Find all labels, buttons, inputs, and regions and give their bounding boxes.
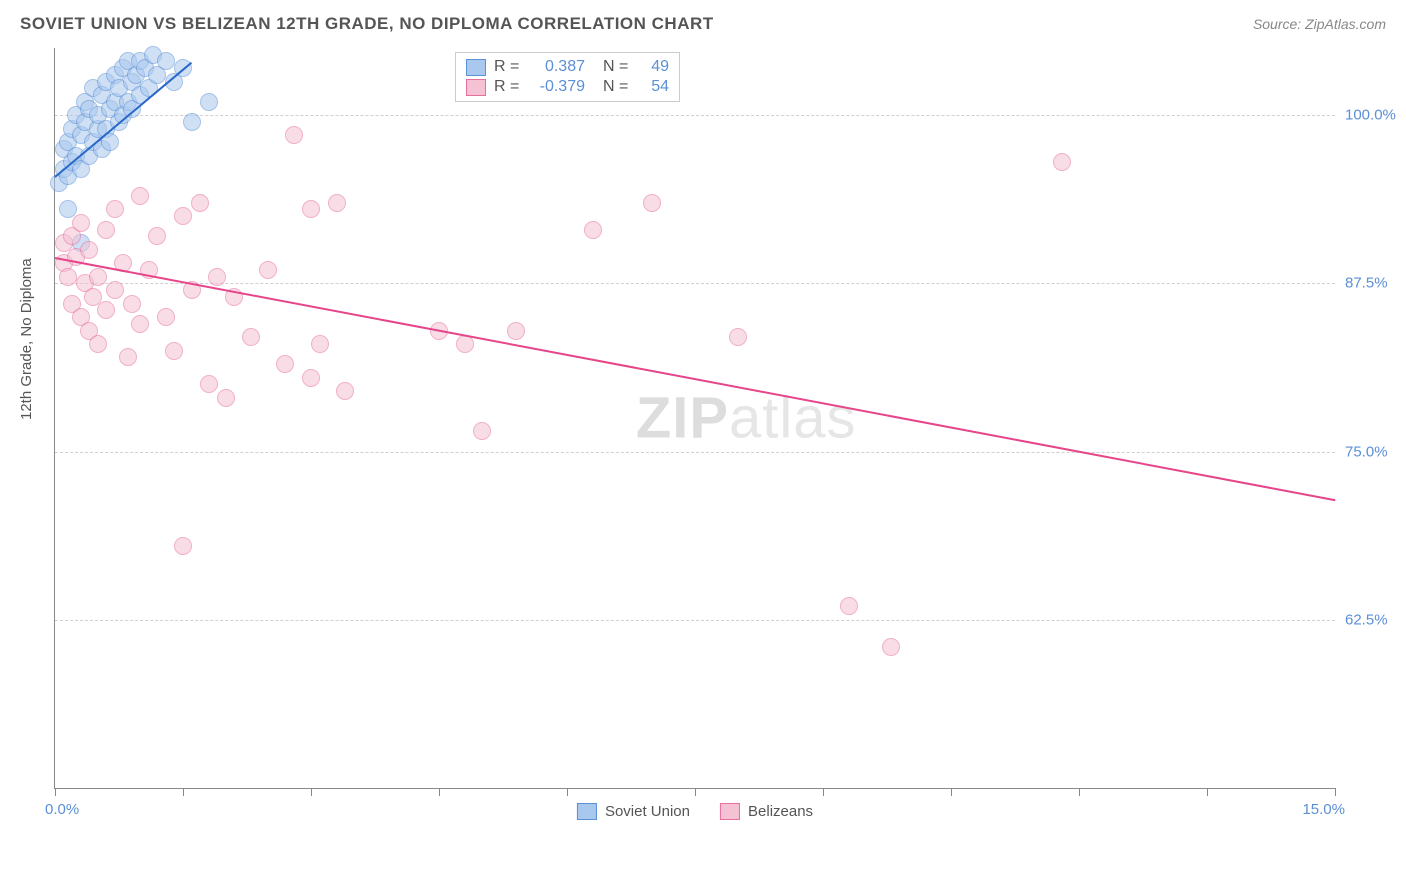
data-point	[840, 597, 858, 615]
data-point	[106, 200, 124, 218]
chart-source: Source: ZipAtlas.com	[1253, 16, 1386, 32]
x-tick	[567, 788, 568, 796]
x-tick	[183, 788, 184, 796]
data-point	[80, 241, 98, 259]
gridline-h	[55, 115, 1335, 116]
data-point	[131, 315, 149, 333]
data-point	[1053, 153, 1071, 171]
data-point	[97, 221, 115, 239]
y-tick-label: 75.0%	[1345, 443, 1405, 460]
watermark-bold: ZIP	[636, 386, 729, 451]
data-point	[473, 422, 491, 440]
watermark-light: atlas	[729, 386, 857, 451]
data-point	[328, 194, 346, 212]
series-legend: Soviet Union Belizeans	[577, 803, 813, 820]
x-tick	[439, 788, 440, 796]
stat-n-label: N =	[603, 78, 631, 96]
data-point	[157, 308, 175, 326]
legend-swatch	[466, 59, 486, 76]
stat-r-label: R =	[494, 78, 522, 96]
legend-label: Soviet Union	[605, 803, 690, 820]
data-point	[336, 382, 354, 400]
x-tick	[55, 788, 56, 796]
data-point	[584, 221, 602, 239]
data-point	[259, 261, 277, 279]
gridline-h	[55, 620, 1335, 621]
stats-legend-row: R = 0.387 N = 49	[466, 57, 669, 77]
y-axis-title: 12th Grade, No Diploma	[18, 258, 35, 420]
y-tick-label: 62.5%	[1345, 611, 1405, 628]
stats-legend: R = 0.387 N = 49 R = -0.379 N = 54	[455, 52, 680, 102]
x-tick	[1335, 788, 1336, 796]
y-tick-label: 87.5%	[1345, 275, 1405, 292]
data-point	[311, 335, 329, 353]
data-point	[89, 268, 107, 286]
gridline-h	[55, 283, 1335, 284]
x-axis-min-label: 0.0%	[45, 801, 79, 818]
chart-title: SOVIET UNION VS BELIZEAN 12TH GRADE, NO …	[20, 14, 714, 34]
watermark: ZIPatlas	[636, 385, 857, 452]
x-axis-max-label: 15.0%	[1302, 801, 1345, 818]
data-point	[174, 537, 192, 555]
data-point	[97, 301, 115, 319]
x-tick	[1079, 788, 1080, 796]
data-point	[72, 214, 90, 232]
data-point	[302, 200, 320, 218]
data-point	[165, 342, 183, 360]
data-point	[131, 187, 149, 205]
data-point	[174, 207, 192, 225]
stat-r-label: R =	[494, 58, 522, 76]
data-point	[302, 369, 320, 387]
legend-swatch	[577, 803, 597, 820]
x-tick	[695, 788, 696, 796]
chart-header: SOVIET UNION VS BELIZEAN 12TH GRADE, NO …	[0, 0, 1406, 48]
stat-r-value: -0.379	[530, 78, 585, 96]
data-point	[507, 322, 525, 340]
y-tick-label: 100.0%	[1345, 107, 1405, 124]
data-point	[89, 335, 107, 353]
stat-n-value: 54	[639, 78, 669, 96]
legend-item: Belizeans	[720, 803, 813, 820]
data-point	[157, 52, 175, 70]
data-point	[208, 268, 226, 286]
data-point	[242, 328, 260, 346]
data-point	[200, 93, 218, 111]
data-point	[276, 355, 294, 373]
legend-swatch	[720, 803, 740, 820]
x-tick	[823, 788, 824, 796]
stat-n-value: 49	[639, 58, 669, 76]
data-point	[148, 227, 166, 245]
data-point	[285, 126, 303, 144]
data-point	[119, 348, 137, 366]
data-point	[643, 194, 661, 212]
data-point	[123, 295, 141, 313]
data-point	[106, 281, 124, 299]
stat-r-value: 0.387	[530, 58, 585, 76]
data-point	[191, 194, 209, 212]
data-point	[882, 638, 900, 656]
scatter-plot-area: ZIPatlas R =0.387N =49R =-0.379N =54 Sov…	[54, 48, 1335, 789]
x-tick	[311, 788, 312, 796]
stat-n-label: N =	[603, 58, 631, 76]
data-point	[729, 328, 747, 346]
data-point	[183, 113, 201, 131]
gridline-h	[55, 452, 1335, 453]
trend-line	[55, 257, 1335, 501]
data-point	[59, 268, 77, 286]
stats-legend-row: R = -0.379 N = 54	[466, 77, 669, 97]
x-tick	[1207, 788, 1208, 796]
data-point	[200, 375, 218, 393]
data-point	[217, 389, 235, 407]
x-tick	[951, 788, 952, 796]
legend-label: Belizeans	[748, 803, 813, 820]
legend-swatch	[466, 79, 486, 96]
legend-item: Soviet Union	[577, 803, 690, 820]
